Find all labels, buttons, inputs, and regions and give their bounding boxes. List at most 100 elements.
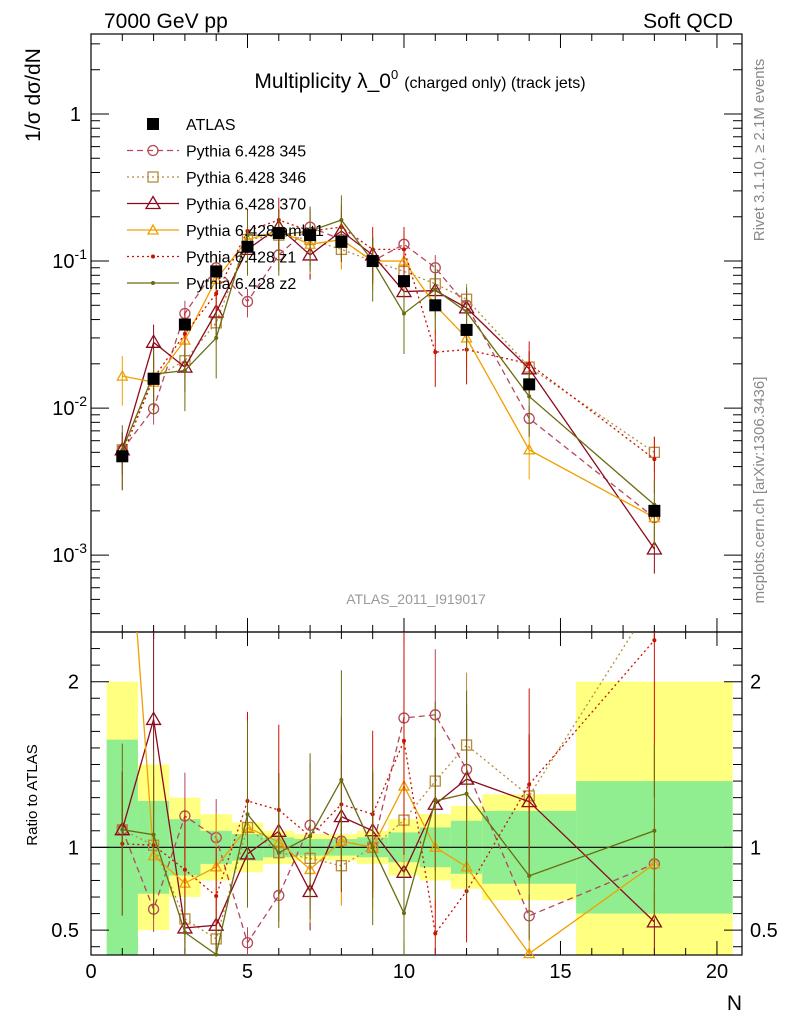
y-tick-label: 10-1 [52, 246, 87, 273]
series-4-point [401, 247, 406, 252]
series-5-point [339, 218, 344, 223]
ratio-uncertainty-bands [106, 681, 733, 955]
atlas-data-point [178, 318, 191, 331]
series-4-ratio-point [527, 782, 532, 787]
atlas-data-point [460, 323, 473, 336]
series-5-ratio-point [652, 828, 657, 833]
legend-marker [146, 223, 160, 235]
series-5-ratio-point [214, 952, 219, 957]
ratio-tick-label-right: 2 [750, 672, 761, 694]
ratio-tick-label: 0.5 [51, 920, 79, 942]
ratio-y-axis-label: Ratio to ATLAS [24, 744, 41, 845]
series-5-ratio [120, 670, 657, 957]
legend-label: Pythia 6.428 346 [186, 170, 306, 187]
series-4-ratio-point [182, 867, 187, 872]
series-3-ratio-line [136, 632, 655, 955]
y-tick-label: 10-2 [52, 393, 87, 420]
series-5-point [182, 368, 187, 373]
series-0-ratio-point [241, 937, 254, 949]
legend-entry: Pythia 6.428 345 [127, 144, 306, 161]
atlas-data-point [366, 255, 379, 268]
series-4-ratio-point [433, 931, 438, 936]
series-5-ratio-point [182, 930, 187, 935]
ratio-tick-label-right: 1 [750, 837, 761, 859]
series-4-point [433, 350, 438, 355]
atlas-data-point [241, 240, 254, 253]
series-5-ratio-point [370, 845, 375, 850]
series-1-ratio [116, 632, 635, 955]
x-tick-label: 5 [242, 961, 253, 983]
x-axis-label: N [727, 992, 742, 1015]
legend-entry: Pythia 6.428 346 [127, 170, 306, 187]
atlas-data-point [210, 265, 223, 278]
series-5-point [214, 335, 219, 340]
ratio-tick-label-right: 0.5 [750, 920, 778, 942]
series-5-point [245, 233, 250, 238]
series-1-line [121, 234, 655, 453]
legend-entry: Pythia 6.428 370 [127, 195, 306, 214]
x-tick-label: 15 [549, 961, 571, 983]
series-4-point [527, 361, 532, 366]
series-5-ratio-point [120, 827, 125, 832]
atlas-data-point [429, 299, 442, 312]
legend-marker [151, 281, 155, 285]
series-0-ratio-line [121, 714, 655, 945]
series-5-ratio-point [527, 873, 532, 878]
series-2-line [121, 226, 655, 550]
series-0-line [121, 226, 655, 519]
series-3-point [523, 443, 536, 455]
series-5-ratio-point [308, 834, 313, 839]
ratio-plot-frame: 0 5 10 15 20 0.5 0.5 1 1 2 2 [51, 631, 778, 983]
y-axis-label: 1/σ dσ/dN [22, 48, 45, 142]
legend-entry: Pythia 6.428 z1 [127, 250, 296, 267]
series-2-ratio-line [121, 719, 655, 929]
legend-label: Pythia 6.428 z1 [186, 250, 296, 267]
series-4-main [120, 197, 657, 494]
atlas-data-point [304, 229, 317, 242]
legend-label: Pythia 6.428 ambt1 [186, 223, 324, 240]
series-4-ratio-point [214, 894, 219, 899]
legend-label: Pythia 6.428 370 [186, 197, 306, 214]
legend-marker [144, 195, 162, 210]
series-5-ratio-point [245, 812, 250, 817]
legend-marker [147, 118, 159, 130]
series-4-point [652, 457, 657, 462]
atlas-data-point [272, 227, 285, 240]
legend-entry: ATLAS [147, 117, 236, 134]
legend: ATLAS Pythia 6.428 345 Pythia 6.428 346 Pyt… [127, 117, 324, 293]
series-5-point [433, 287, 438, 292]
plot-title-sub: (charged only) (track jets) [404, 75, 585, 92]
main-series-layer [114, 195, 663, 574]
series-4-ratio-point [401, 738, 406, 743]
legend-label: Pythia 6.428 345 [186, 144, 306, 161]
series-5-point [401, 311, 406, 316]
atlas-data-point [147, 372, 160, 385]
series-3-point [116, 369, 129, 381]
series-5-ratio-line [122, 778, 655, 955]
plot-title: Multiplicity λ_00 (charged only) (track j… [254, 67, 585, 93]
series-5-main [120, 195, 657, 546]
ratio-tick-label: 1 [68, 837, 79, 859]
atlas-data-point [116, 450, 129, 463]
series-5-ratio-point [433, 798, 438, 803]
ratio-tick-label: 2 [68, 672, 79, 694]
header-right: Soft QCD [643, 10, 733, 33]
legend-marker [147, 171, 159, 183]
plot-title-sup: 0 [391, 67, 398, 82]
mcplots-label: mcplots.cern.ch [arXiv:1306.3436] [751, 377, 768, 604]
legend-entry: Pythia 6.428 ambt1 [127, 223, 324, 240]
legend-label: ATLAS [186, 117, 236, 134]
series-2-ratio-point [646, 913, 663, 928]
atlas-data [116, 227, 661, 517]
series-5-ratio-point [276, 850, 281, 855]
x-tick-label: 0 [85, 961, 96, 983]
ratio-series-layer [114, 632, 663, 959]
x-tick-label: 10 [393, 961, 415, 983]
atlas-data-point [335, 235, 348, 248]
series-4-point [214, 291, 219, 296]
y-tick-label: 10-3 [52, 540, 87, 567]
plot-title-main: Multiplicity λ_0 [254, 70, 391, 93]
legend-marker [151, 254, 155, 259]
series-2-point [145, 334, 162, 348]
